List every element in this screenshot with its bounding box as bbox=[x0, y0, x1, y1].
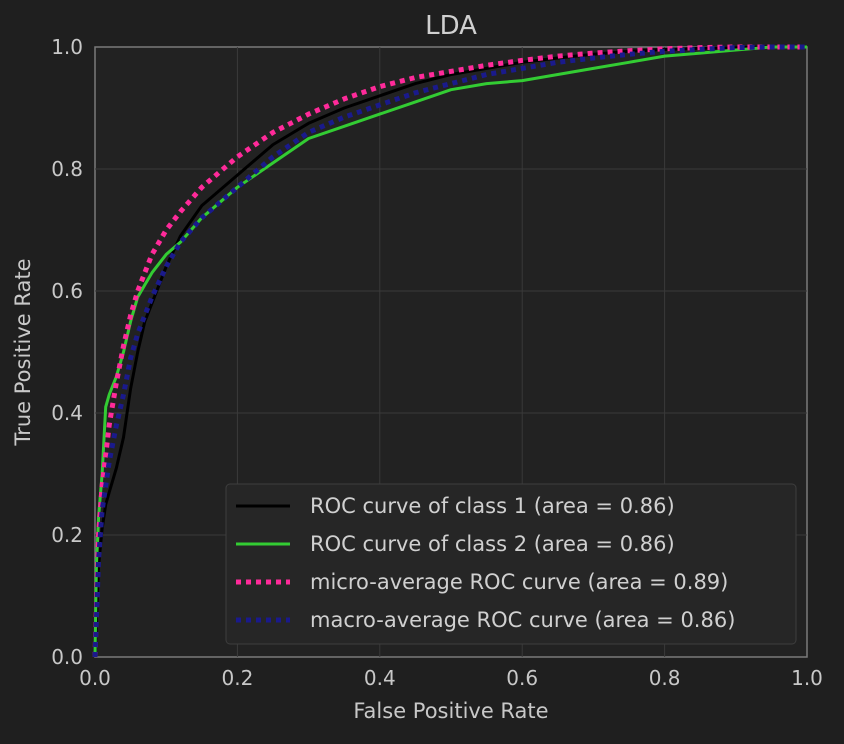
y-tick-label: 1.0 bbox=[51, 35, 83, 59]
legend-entry-1: ROC curve of class 1 (area = 0.86) bbox=[310, 494, 675, 518]
chart-title: LDA bbox=[425, 11, 477, 41]
y-tick-label: 0.8 bbox=[51, 157, 83, 181]
legend-entry-4: macro-average ROC curve (area = 0.86) bbox=[310, 608, 735, 632]
x-tick-label: 0.0 bbox=[79, 666, 111, 690]
legend-entry-2: ROC curve of class 2 (area = 0.86) bbox=[310, 532, 675, 556]
y-tick-label: 0.0 bbox=[51, 645, 83, 669]
legend-box bbox=[225, 483, 797, 645]
x-tick-label: 0.2 bbox=[221, 666, 253, 690]
series-line-2 bbox=[93, 45, 807, 658]
y-tick-label: 0.2 bbox=[51, 523, 83, 547]
y-tick-label: 0.6 bbox=[51, 279, 83, 303]
legend-entry-3: micro-average ROC curve (area = 0.89) bbox=[310, 570, 728, 594]
x-tick-label: 0.8 bbox=[649, 666, 681, 690]
y-axis-label: True Positive Rate bbox=[11, 258, 35, 446]
x-tick-label: 1.0 bbox=[791, 666, 823, 690]
y-tick-label: 0.4 bbox=[51, 401, 83, 425]
y-axis-ticks: 0.0 0.2 0.4 0.6 0.8 1.0 bbox=[51, 35, 83, 669]
series-lines bbox=[92, 44, 807, 658]
x-tick-label: 0.6 bbox=[506, 666, 538, 690]
series-line-3 bbox=[92, 44, 807, 658]
x-axis-ticks: 0.0 0.2 0.4 0.6 0.8 1.0 bbox=[79, 666, 823, 690]
legend: ROC curve of class 1 (area = 0.86) ROC cu… bbox=[225, 483, 797, 645]
x-tick-label: 0.4 bbox=[364, 666, 396, 690]
x-axis-label: False Positive Rate bbox=[353, 699, 548, 723]
